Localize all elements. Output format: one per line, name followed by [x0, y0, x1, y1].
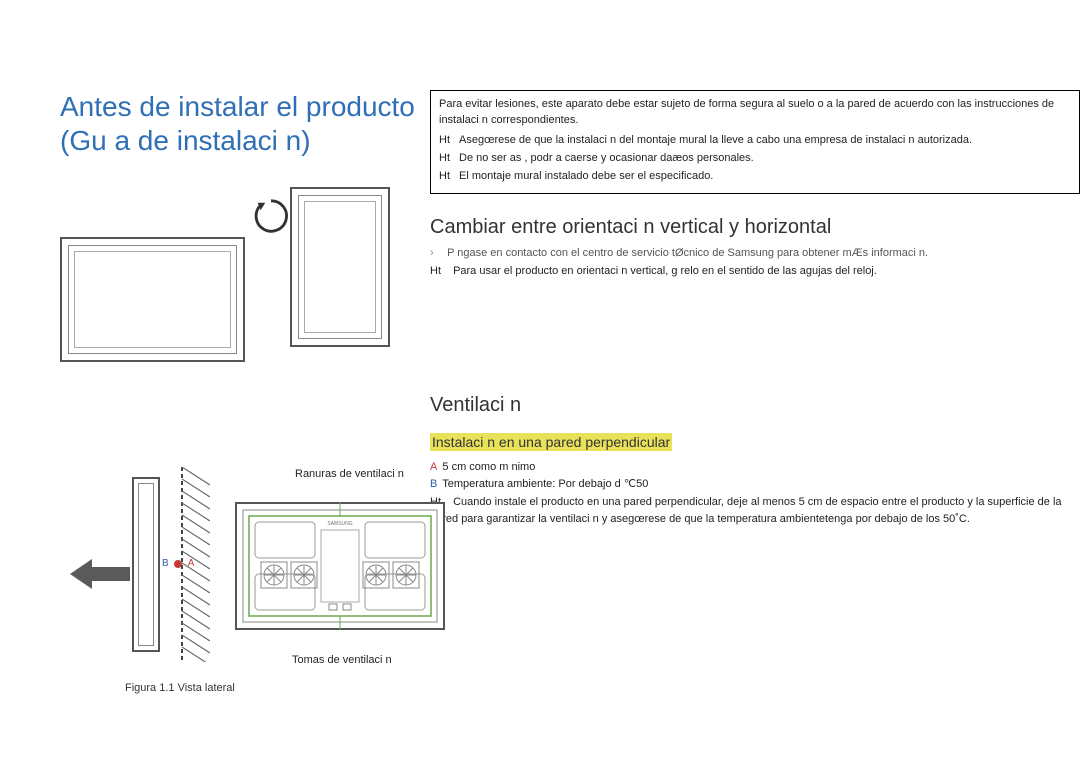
vent-sockets-label: Tomas de ventilaci n — [292, 654, 392, 666]
gap-a-label: A — [188, 558, 195, 569]
warning-item: De no ser as , podr a caerse y ocasionar… — [459, 152, 754, 164]
bullet-prefix: Ht — [439, 133, 459, 149]
ventilation-body-text: Cuando instale el producto en una pared … — [430, 496, 1062, 525]
orientation-note-text: P ngase en contacto con el centro de ser… — [447, 247, 928, 259]
spec-b: B Temperatura ambiente: Por debajo d ℃50 — [430, 477, 1080, 490]
ventilation-diagram: B A SAMSUNG — [60, 462, 430, 712]
spec-a-text: 5 cm como m nimo — [442, 461, 535, 473]
warning-box: Para evitar lesiones, este aparato debe … — [430, 90, 1080, 194]
left-column: Antes de instalar el producto (Gu a de i… — [60, 90, 430, 712]
spec-a-label: A — [430, 461, 437, 473]
orientation-body-text: Para usar el producto en orientaci n ver… — [453, 265, 877, 277]
arrow-left-icon — [70, 557, 130, 591]
monitor-landscape-icon — [60, 237, 245, 362]
vent-slots-label: Ranuras de ventilaci n — [295, 468, 404, 480]
page: Antes de instalar el producto (Gu a de i… — [0, 0, 1080, 712]
bullet-prefix: Ht — [439, 169, 459, 185]
spec-b-text: Temperatura ambiente: Por debajo d ℃50 — [442, 478, 648, 490]
ventilation-section: Ventilaci n Instalaci n en una pared per… — [430, 394, 1080, 527]
monitor-side-icon — [132, 477, 160, 652]
warning-intro: Para evitar lesiones, este aparato debe … — [439, 97, 1071, 129]
monitor-portrait-icon — [290, 187, 390, 347]
samsung-logo: SAMSUNG — [327, 521, 352, 527]
warning-item: El montaje mural instalado debe ser el e… — [459, 170, 713, 182]
page-title: Antes de instalar el producto (Gu a de i… — [60, 90, 430, 157]
orientation-body: Ht Para usar el producto en orientaci n … — [430, 263, 1080, 280]
spec-b-label: B — [430, 478, 437, 490]
gap-dot-icon — [174, 560, 182, 568]
orientation-diagram — [60, 187, 360, 362]
monitor-rear-icon: SAMSUNG — [235, 502, 445, 630]
figure-caption: Figura 1.1 Vista lateral — [125, 682, 235, 694]
chevron-icon: › — [430, 247, 444, 259]
orientation-note: › P ngase en contacto con el centro de s… — [430, 247, 1080, 259]
right-column: Para evitar lesiones, este aparato debe … — [430, 90, 1080, 712]
bullet-prefix: Ht — [430, 263, 450, 280]
orientation-heading: Cambiar entre orientaci n vertical y hor… — [430, 216, 1080, 239]
gap-labels: B A — [162, 558, 194, 569]
ventilation-body: Ht Cuando instale el producto en una par… — [430, 494, 1080, 527]
warning-item: Asegœrese de que la instalaci n del mont… — [459, 134, 972, 146]
gap-b-label: B — [162, 558, 169, 569]
rotate-clockwise-icon — [252, 197, 290, 235]
bullet-prefix: Ht — [439, 151, 459, 167]
ventilation-heading: Ventilaci n — [430, 394, 1080, 417]
spec-a: A 5 cm como m nimo — [430, 461, 1080, 473]
warning-list: HtAsegœrese de que la instalaci n del mo… — [439, 133, 1071, 185]
ventilation-subheading: Instalaci n en una pared perpendicular — [430, 433, 672, 451]
